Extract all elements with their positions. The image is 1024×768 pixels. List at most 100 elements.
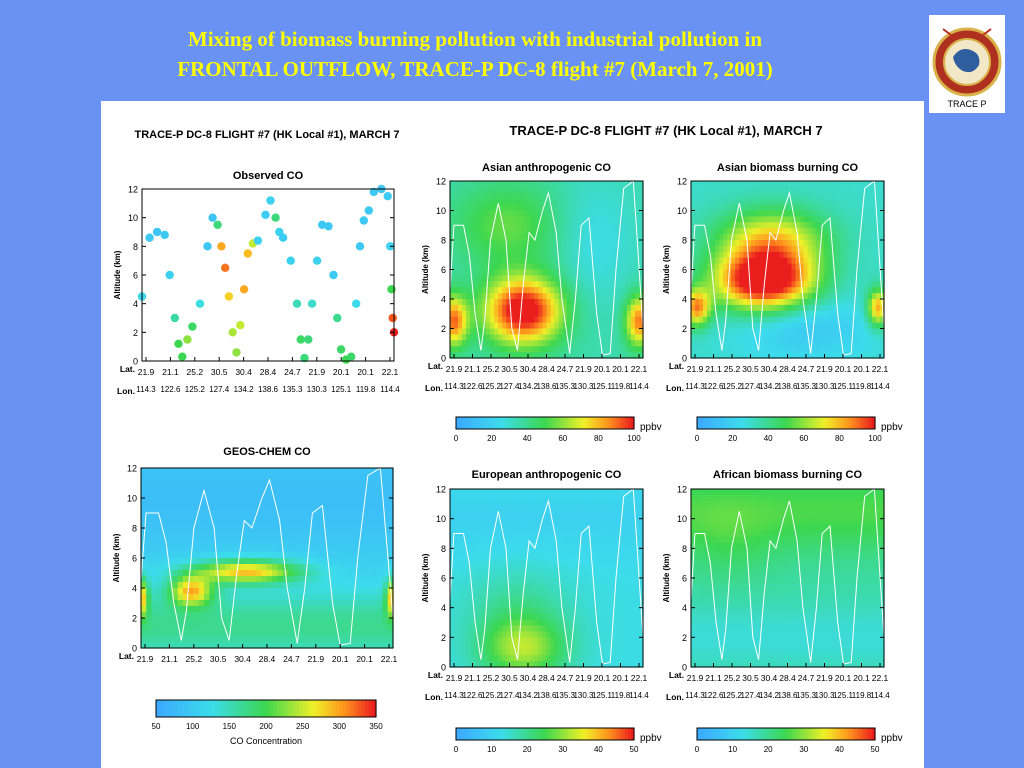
geos-chem-co-cell <box>330 498 336 505</box>
asian-biomass-burning-co-cell <box>863 281 869 288</box>
asian-biomass-burning-co-cell <box>695 210 700 217</box>
asian-biomass-burning-co-cell <box>871 234 877 241</box>
asian-anthropogenic-co-cell <box>622 216 628 223</box>
geos-chem-co-cell <box>387 558 394 565</box>
observed-co-point <box>352 299 361 308</box>
geos-chem-co-cell <box>235 582 242 589</box>
asian-biomass-burning-co-cell <box>783 181 789 188</box>
geos-chem-co-cell <box>282 528 289 535</box>
geos-chem-co-cell <box>256 600 263 607</box>
asian-biomass-burning-co-cell <box>699 210 704 217</box>
asian-anthropogenic-co-cell <box>566 275 572 282</box>
asian-anthropogenic-co-cell <box>490 287 495 294</box>
asian-biomass-burning-co-cell <box>823 334 829 341</box>
geos-chem-co-cell <box>156 630 163 637</box>
asian-biomass-burning-co-cell <box>815 328 821 335</box>
geos-chem-co-cell <box>361 546 368 553</box>
observed-co-point <box>369 187 378 197</box>
asian-biomass-burning-co-cell <box>855 186 861 194</box>
geos-chem-co-cell <box>177 492 184 499</box>
geos-chem-co-cell <box>225 528 231 535</box>
european-anthropogenic-co-cell <box>458 554 463 561</box>
geos-chem-co-cell <box>235 636 242 643</box>
geos-chem-co-cell <box>172 534 179 541</box>
asian-biomass-burning-co-colorbar-step <box>845 417 849 429</box>
asian-anthropogenic-co-cell <box>534 334 540 341</box>
asian-anthropogenic-co-cell <box>546 299 552 306</box>
asian-anthropogenic-co-cell <box>478 263 483 271</box>
asian-anthropogenic-co-cell <box>566 269 572 276</box>
geos-chem-co-cell <box>345 498 352 505</box>
geos-chem-co-cell <box>261 546 268 553</box>
geos-chem-co-cell <box>256 486 263 493</box>
asian-anthropogenic-co-cell <box>610 198 616 206</box>
asian-anthropogenic-co-cell <box>562 293 568 300</box>
geos-chem-co-cell <box>361 600 368 607</box>
asian-biomass-burning-co-cell <box>787 281 793 288</box>
asian-anthropogenic-co-cell <box>618 251 624 259</box>
asian-biomass-burning-co-cell <box>767 299 773 306</box>
asian-anthropogenic-co-cell <box>522 281 527 288</box>
geos-chem-co-cell <box>314 594 321 601</box>
geos-chem-co-cell <box>183 558 189 565</box>
asian-biomass-burning-co-lat-row-label: Lat. <box>669 361 684 371</box>
left-figure-svg: TRACE-P DC-8 FLIGHT #7 (HK Local #1), MA… <box>112 129 400 746</box>
geos-chem-co-cell <box>219 612 226 619</box>
geos-chem-co-cell <box>267 522 273 529</box>
asian-biomass-burning-co-lat-label: 25.2 <box>724 364 741 374</box>
asian-anthropogenic-co-cell <box>542 281 548 288</box>
asian-anthropogenic-co-cell <box>482 222 487 229</box>
asian-biomass-burning-co-colorbar-step <box>851 417 855 429</box>
geos-chem-co-cell <box>214 636 221 643</box>
geos-chem-co-cell <box>251 606 258 613</box>
asian-anthropogenic-co-cell <box>578 204 584 212</box>
asian-biomass-burning-co-cell <box>763 192 768 200</box>
asian-anthropogenic-co-cell <box>634 186 640 194</box>
asian-anthropogenic-co-cell <box>598 293 604 300</box>
asian-anthropogenic-co-cell <box>490 340 495 347</box>
geos-chem-co-cell <box>277 594 284 601</box>
asian-anthropogenic-co-cell <box>546 287 552 294</box>
asian-anthropogenic-co-cell <box>470 269 475 276</box>
geos-chem-co-cell <box>372 486 378 493</box>
asian-anthropogenic-co-cell <box>626 186 632 194</box>
geos-chem-co-cell <box>319 576 326 583</box>
geos-chem-co-cell <box>340 582 347 589</box>
geos-chem-co-cell <box>335 480 342 487</box>
asian-biomass-burning-co-cell <box>811 257 817 265</box>
asian-anthropogenic-co-cell <box>498 204 503 212</box>
asian-anthropogenic-co-cell <box>586 340 592 347</box>
asian-biomass-burning-co-cell <box>867 257 873 265</box>
geos-chem-co-cell <box>356 558 363 565</box>
european-anthropogenic-co-cell <box>462 500 467 508</box>
asian-biomass-burning-co-cell <box>823 304 829 312</box>
asian-anthropogenic-co-cell <box>606 257 612 265</box>
asian-biomass-burning-co-cell <box>847 222 853 229</box>
asian-biomass-burning-co-cell <box>739 216 744 223</box>
geos-chem-co-cell <box>387 624 394 631</box>
asian-anthropogenic-co-cell <box>610 269 616 276</box>
geos-chem-co-cell <box>209 534 216 541</box>
geos-chem-co-cell <box>293 510 300 517</box>
geos-chem-co-cell <box>293 504 300 511</box>
geos-chem-co-colorbar-step <box>174 700 179 717</box>
observed-co-ytick-label: 6 <box>133 271 138 281</box>
geos-chem-co-cell <box>183 594 189 601</box>
asian-anthropogenic-co-cell <box>494 275 499 282</box>
asian-anthropogenic-co-cell <box>578 192 584 200</box>
asian-anthropogenic-co-cell <box>622 228 628 235</box>
geos-chem-co-cell <box>209 474 216 481</box>
asian-biomass-burning-co-cell <box>751 204 756 212</box>
geos-chem-co-cell <box>198 540 205 547</box>
asian-biomass-burning-co-cell <box>815 346 821 353</box>
asian-biomass-burning-co-cell <box>819 216 825 223</box>
asian-biomass-burning-co-cell <box>843 210 849 217</box>
asian-biomass-burning-co-cell <box>715 251 720 259</box>
asian-anthropogenic-co-cell <box>598 287 604 294</box>
geos-chem-co-cell <box>198 558 205 565</box>
asian-biomass-burning-co-cell <box>819 316 825 324</box>
asian-anthropogenic-co-cell <box>538 234 544 241</box>
asian-anthropogenic-co-cell <box>610 281 616 288</box>
asian-anthropogenic-co-cell <box>590 310 596 318</box>
asian-biomass-burning-co-cell <box>771 293 777 300</box>
